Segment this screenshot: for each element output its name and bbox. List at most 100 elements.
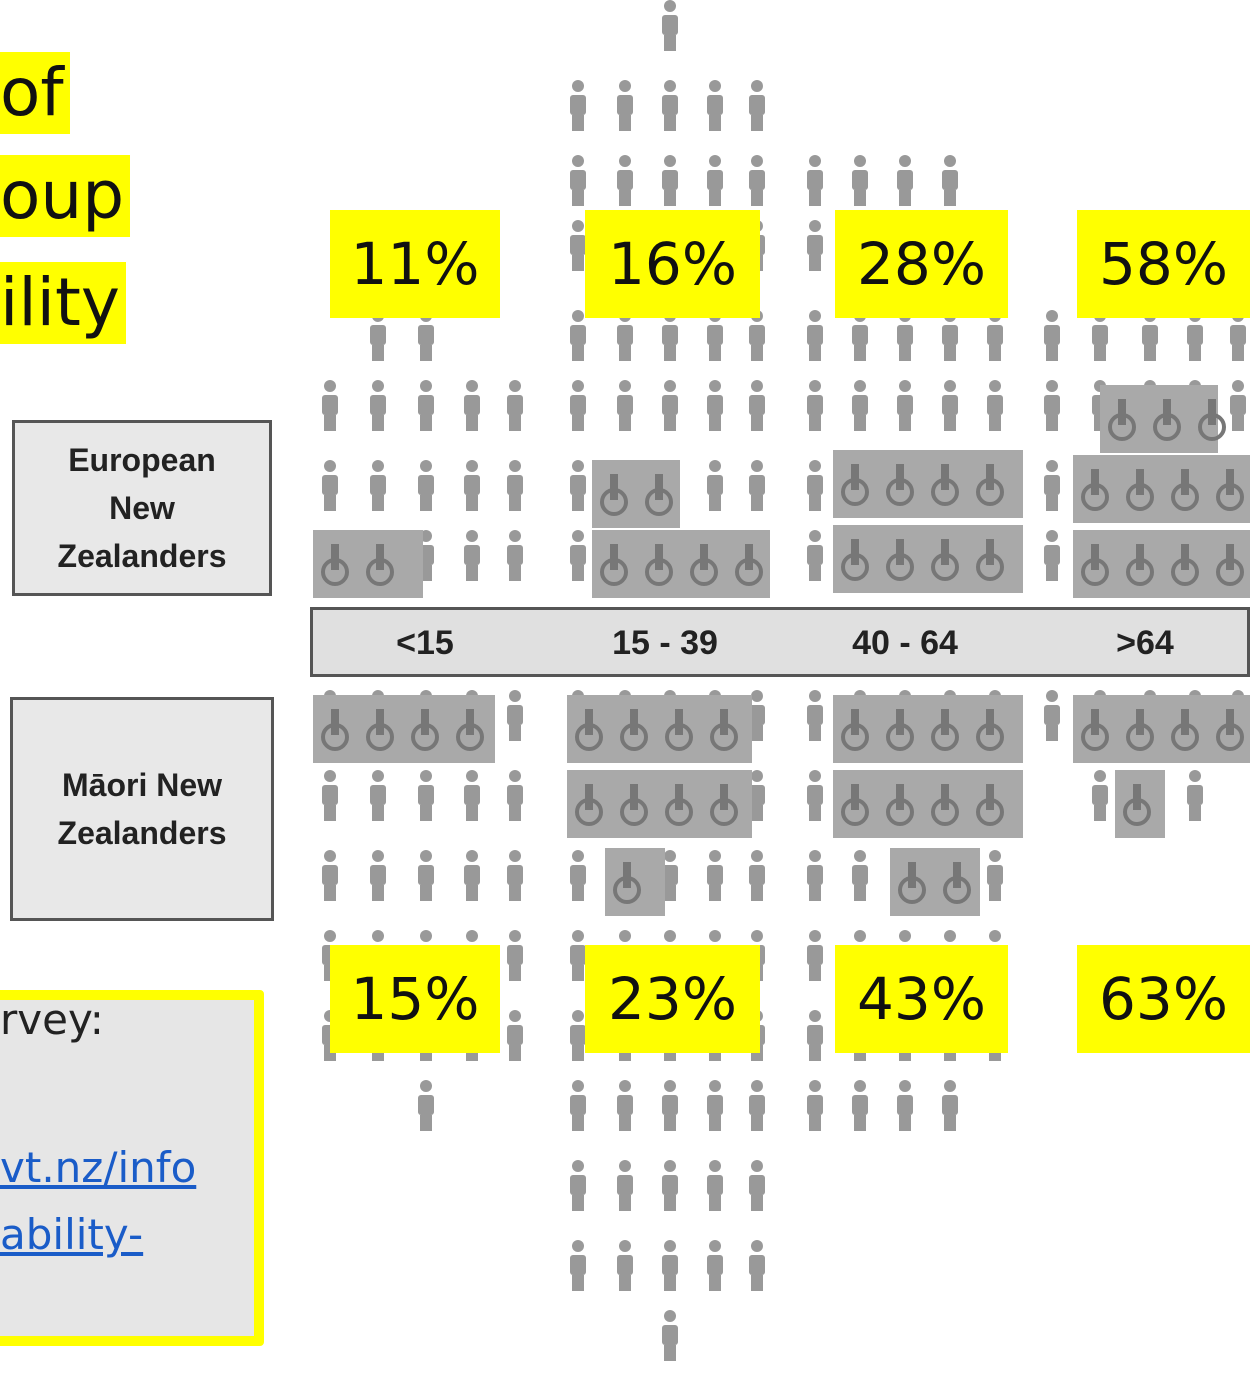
person-body: [1230, 325, 1246, 345]
person-head: [751, 1240, 763, 1252]
person-legs: [420, 1115, 432, 1131]
person-head: [664, 1310, 676, 1322]
person-body: [942, 170, 958, 190]
disability-icon: [585, 709, 593, 735]
group-label: European: [68, 442, 216, 478]
person-legs: [1046, 565, 1058, 581]
person-legs: [509, 415, 521, 431]
person-body: [1044, 705, 1060, 725]
person-head: [809, 690, 821, 702]
person-head: [420, 770, 432, 782]
person-legs: [466, 565, 478, 581]
person-legs: [372, 345, 384, 361]
person-legs: [751, 1275, 763, 1291]
person-head: [751, 380, 763, 392]
person-legs: [899, 415, 911, 431]
person-head: [664, 1160, 676, 1172]
person-legs: [572, 190, 584, 206]
person-head: [572, 1010, 584, 1022]
person-head: [466, 380, 478, 392]
person-legs: [809, 345, 821, 361]
person-head: [619, 1240, 631, 1252]
person-body: [749, 475, 765, 495]
person-head: [751, 690, 763, 702]
person-legs: [509, 885, 521, 901]
person-legs: [509, 565, 521, 581]
disability-icon: [953, 862, 961, 888]
person-body: [807, 325, 823, 345]
person-legs: [372, 805, 384, 821]
person-head: [751, 770, 763, 782]
disability-icon: [1136, 709, 1144, 735]
disability-icon: [1163, 399, 1171, 425]
european-box: European New Zealanders: [12, 420, 272, 596]
person-body: [707, 170, 723, 190]
person-body: [507, 705, 523, 725]
person-body: [507, 785, 523, 805]
disability-icon: [851, 784, 859, 810]
person-legs: [809, 565, 821, 581]
person-legs: [420, 805, 432, 821]
person-legs: [854, 415, 866, 431]
person-legs: [809, 1045, 821, 1061]
source-link[interactable]: vt.nz/info: [0, 1143, 197, 1192]
person-legs: [572, 495, 584, 511]
person-legs: [572, 1115, 584, 1131]
person-legs: [751, 885, 763, 901]
person-head: [809, 1080, 821, 1092]
person-head: [509, 930, 521, 942]
person-body: [418, 785, 434, 805]
person-head: [572, 80, 584, 92]
person-body: [418, 395, 434, 415]
disability-icon: [331, 709, 339, 735]
person-legs: [420, 415, 432, 431]
person-legs: [664, 1275, 676, 1291]
person-body: [662, 395, 678, 415]
person-body: [507, 395, 523, 415]
person-legs: [619, 1115, 631, 1131]
person-legs: [372, 495, 384, 511]
person-body: [749, 865, 765, 885]
person-head: [509, 530, 521, 542]
group-label: Māori New: [61, 767, 223, 803]
person-legs: [1046, 725, 1058, 741]
person-legs: [709, 345, 721, 361]
person-body: [897, 325, 913, 345]
disability-icon: [986, 784, 994, 810]
person-body: [707, 325, 723, 345]
person-legs: [709, 1275, 721, 1291]
person-body: [987, 325, 1003, 345]
person-body: [807, 785, 823, 805]
person-body: [570, 545, 586, 565]
person-body: [662, 1175, 678, 1195]
person-body: [749, 1175, 765, 1195]
person-body: [662, 1325, 678, 1345]
person-head: [751, 1080, 763, 1092]
person-body: [322, 865, 338, 885]
person-legs: [509, 805, 521, 821]
person-body: [1092, 325, 1108, 345]
disability-icon: [986, 539, 994, 565]
person-body: [852, 1095, 868, 1115]
person-head: [709, 155, 721, 167]
person-body: [749, 95, 765, 115]
age-label: <15: [396, 624, 454, 662]
source-link[interactable]: ability-: [0, 1210, 144, 1259]
person-legs: [709, 885, 721, 901]
person-head: [989, 930, 1001, 942]
person-head: [664, 155, 676, 167]
person-legs: [709, 1115, 721, 1131]
person-legs: [664, 415, 676, 431]
person-head: [664, 80, 676, 92]
person-head: [944, 1080, 956, 1092]
person-body: [464, 785, 480, 805]
person-body: [570, 325, 586, 345]
person-head: [619, 930, 631, 942]
person-head: [664, 1080, 676, 1092]
person-head: [944, 930, 956, 942]
person-legs: [664, 190, 676, 206]
disability-box: [592, 530, 770, 598]
person-head: [1046, 310, 1058, 322]
person-head: [420, 1080, 432, 1092]
